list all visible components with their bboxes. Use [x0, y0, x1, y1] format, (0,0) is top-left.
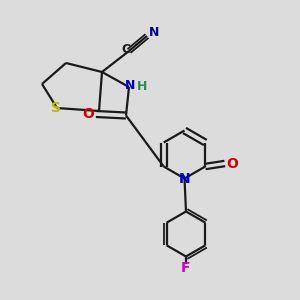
Text: O: O — [82, 107, 94, 121]
Text: H: H — [137, 80, 148, 93]
Text: N: N — [125, 79, 136, 92]
Text: S: S — [50, 101, 61, 115]
Text: C: C — [122, 43, 130, 56]
Text: N: N — [179, 172, 190, 186]
Text: F: F — [181, 261, 191, 275]
Text: O: O — [226, 157, 238, 170]
Text: N: N — [149, 26, 160, 40]
